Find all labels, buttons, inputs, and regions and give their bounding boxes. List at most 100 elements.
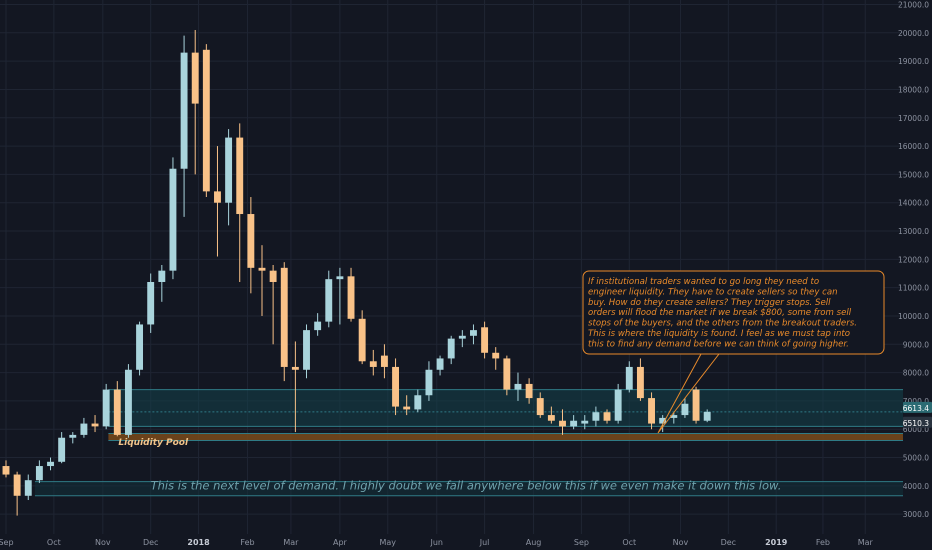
- y-tick-label: 21000.0: [898, 0, 929, 9]
- callout-line: buy. How do they create sellers? They tr…: [588, 298, 831, 308]
- x-tick-label: 2018: [187, 538, 210, 547]
- x-tick-label: 2019: [765, 538, 788, 547]
- candle-body: [280, 267, 288, 367]
- candle-body: [681, 403, 689, 416]
- price-marker-label: 6510.3: [903, 419, 929, 428]
- candle-body: [158, 270, 166, 282]
- candle-body: [13, 474, 21, 496]
- candle-body: [581, 420, 589, 424]
- x-tick-label: Aug: [526, 538, 542, 547]
- x-tick-label: Jun: [429, 538, 443, 547]
- y-tick-label: 17000.0: [898, 114, 929, 123]
- candle-body: [447, 338, 455, 359]
- callout-line: this to find any demand before we can th…: [588, 339, 849, 349]
- candle-body: [403, 406, 411, 410]
- candle-body: [614, 389, 622, 421]
- candle-body: [503, 358, 511, 390]
- y-tick-label: 11000.0: [898, 284, 929, 293]
- y-tick-label: 15000.0: [898, 170, 929, 179]
- candle-body: [625, 366, 633, 390]
- candle-body: [180, 52, 188, 169]
- candle-body: [80, 423, 88, 435]
- y-tick-label: 7000.0: [903, 397, 929, 406]
- x-tick-label: Dec: [721, 538, 736, 547]
- candle-body: [670, 415, 678, 418]
- candle-body: [225, 137, 233, 203]
- candle-body: [525, 383, 533, 399]
- price-marker-label: 6613.4: [903, 404, 929, 413]
- candle-body: [481, 327, 489, 353]
- candle-body: [392, 366, 400, 407]
- x-tick-label: Oct: [622, 538, 636, 547]
- x-tick-label: Dec: [143, 538, 158, 547]
- y-tick-label: 12000.0: [898, 255, 929, 264]
- candle-body: [436, 358, 444, 370]
- y-tick-label: 5000.0: [903, 454, 929, 463]
- next-demand-caption: This is the next level of demand. I high…: [151, 479, 782, 493]
- candle-body: [547, 415, 555, 421]
- candle-body: [269, 270, 277, 282]
- candle-body: [236, 137, 244, 215]
- candle-body: [369, 361, 377, 367]
- x-tick-label: Mar: [858, 538, 874, 547]
- callout-pointer: [657, 353, 720, 434]
- candle-body: [380, 355, 388, 367]
- x-tick-label: May: [379, 538, 396, 547]
- callout-line: orders will flood the market if we break…: [588, 308, 852, 318]
- candle-body: [636, 366, 644, 399]
- x-tick-label: Mar: [283, 538, 299, 547]
- y-tick-label: 8000.0: [903, 369, 929, 378]
- liquidity-pool-label: Liquidity Pool: [118, 438, 189, 448]
- upper-demand-zone: [108, 389, 904, 427]
- candle-body: [692, 389, 700, 421]
- y-tick-label: 10000.0: [898, 312, 929, 321]
- candle-body: [69, 434, 77, 438]
- candle-body: [303, 330, 310, 370]
- x-tick-label: Nov: [95, 538, 111, 547]
- candle-body: [703, 411, 711, 421]
- candle-body: [592, 412, 600, 421]
- candle-body: [113, 389, 121, 435]
- candle-body: [102, 389, 110, 427]
- candle-body: [659, 417, 667, 424]
- candle-body: [258, 267, 266, 271]
- lower-demand-zone: [34, 481, 904, 496]
- x-tick-label: Apr: [333, 538, 348, 547]
- y-tick-label: 20000.0: [898, 29, 929, 38]
- candle-body: [136, 324, 144, 370]
- y-tick-label: 14000.0: [898, 199, 929, 208]
- candle-body: [559, 420, 566, 427]
- candle-body: [47, 461, 54, 467]
- callout-line: engineer liquidity. They have to create …: [588, 287, 838, 297]
- candle-body: [2, 466, 10, 475]
- candle-body: [191, 52, 199, 104]
- callout-box: [582, 270, 885, 355]
- y-tick-label: 9000.0: [903, 340, 929, 349]
- y-tick-label: 3000.0: [903, 510, 929, 519]
- y-tick-label: 18000.0: [898, 85, 929, 94]
- candle-body: [570, 420, 578, 427]
- candle-body: [314, 321, 322, 331]
- candle-body: [458, 335, 466, 339]
- candle-body: [124, 369, 132, 435]
- candle-body: [291, 366, 299, 370]
- price-marker-ref: [903, 416, 932, 428]
- callout-line: If institutional traders wanted to go lo…: [588, 277, 819, 287]
- x-tick-label: Oct: [47, 538, 61, 547]
- x-tick-label: Feb: [816, 538, 830, 547]
- candle-body: [358, 318, 366, 362]
- candle-body: [470, 330, 477, 336]
- candle-body: [648, 398, 655, 424]
- candle-body: [147, 281, 155, 325]
- y-tick-label: 4000.0: [903, 482, 929, 491]
- x-tick-label: Nov: [673, 538, 689, 547]
- price-marker-last: [903, 401, 932, 413]
- y-tick-label: 16000.0: [898, 142, 929, 151]
- y-tick-label: 6000.0: [903, 425, 929, 434]
- callout-line: stops of the buyers, and the others from…: [588, 319, 857, 329]
- candle-body: [24, 480, 32, 496]
- y-tick-label: 13000.0: [898, 227, 929, 236]
- candle-body: [58, 437, 66, 462]
